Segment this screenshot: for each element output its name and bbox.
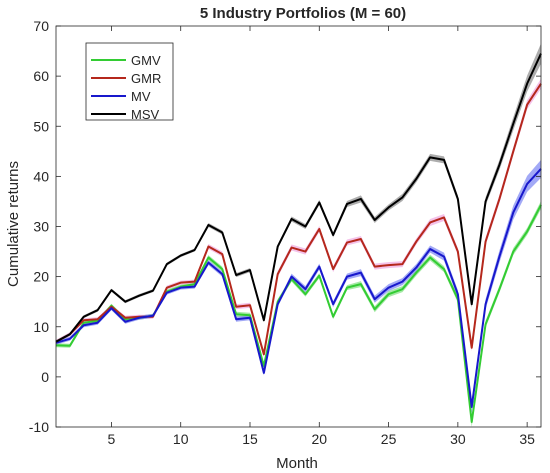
y-tick-label: -10 — [29, 419, 49, 435]
legend-label-gmr: GMR — [131, 71, 161, 86]
y-tick-label: 40 — [33, 168, 49, 184]
y-axis-label: Cumulative returns — [5, 161, 22, 287]
x-tick-label: 10 — [173, 431, 189, 447]
legend-label-msv: MSV — [131, 107, 160, 122]
y-tick-label: 20 — [33, 269, 49, 285]
x-tick-label: 25 — [381, 431, 397, 447]
x-axis-ticks: 5 10 15 20 25 30 35 — [108, 26, 535, 447]
x-tick-label: 30 — [450, 431, 466, 447]
legend-label-mv: MV — [131, 89, 151, 104]
x-tick-label: 20 — [311, 431, 327, 447]
legend: GMV GMR MV MSV — [85, 42, 174, 122]
x-axis-label: Month — [276, 455, 318, 472]
gmr-line — [55, 83, 542, 356]
y-tick-label: 70 — [33, 18, 49, 34]
y-tick-label: 0 — [41, 369, 49, 385]
x-tick-label: 35 — [519, 431, 535, 447]
mv-line — [55, 168, 542, 408]
x-tick-label: 15 — [242, 431, 258, 447]
chart-title: 5 Industry Portfolios (M = 60) — [200, 5, 406, 22]
y-tick-label: 50 — [33, 118, 49, 134]
y-tick-label: 30 — [33, 219, 49, 235]
x-tick-label: 5 — [108, 431, 116, 447]
legend-label-gmv: GMV — [131, 53, 161, 68]
y-axis-ticks: -10 0 10 20 30 40 50 60 70 — [29, 18, 541, 435]
y-tick-label: 10 — [33, 319, 49, 335]
legend-box — [85, 42, 174, 121]
series-lines — [55, 53, 542, 423]
y-tick-label: 60 — [33, 68, 49, 84]
msv-line — [55, 53, 542, 343]
legend-items: GMV GMR MV MSV — [91, 53, 161, 122]
